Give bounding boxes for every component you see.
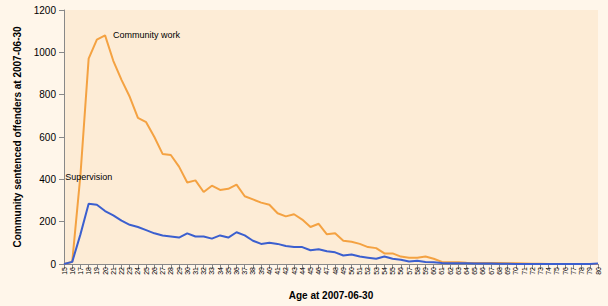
- svg-text:58: 58: [414, 267, 421, 275]
- svg-text:19: 19: [93, 267, 100, 275]
- svg-text:35: 35: [225, 267, 232, 275]
- svg-text:41: 41: [274, 267, 281, 275]
- svg-text:200: 200: [39, 216, 56, 227]
- svg-text:44: 44: [299, 267, 306, 275]
- svg-text:31: 31: [192, 267, 199, 275]
- svg-text:50: 50: [348, 267, 355, 275]
- svg-text:43: 43: [291, 267, 298, 275]
- svg-text:78: 78: [578, 267, 585, 275]
- svg-text:70: 70: [512, 267, 519, 275]
- svg-text:27: 27: [159, 267, 166, 275]
- svg-text:77: 77: [570, 267, 577, 275]
- svg-text:24: 24: [134, 267, 141, 275]
- svg-text:56: 56: [397, 267, 404, 275]
- svg-text:18: 18: [85, 267, 92, 275]
- svg-text:79: 79: [586, 267, 593, 275]
- svg-text:40: 40: [266, 267, 273, 275]
- svg-text:64: 64: [463, 267, 470, 275]
- svg-text:48: 48: [332, 267, 339, 275]
- svg-text:Community work: Community work: [113, 30, 181, 40]
- svg-text:76: 76: [562, 267, 569, 275]
- svg-text:20: 20: [102, 267, 109, 275]
- svg-text:38: 38: [249, 267, 256, 275]
- svg-text:21: 21: [110, 267, 117, 275]
- svg-text:28: 28: [167, 267, 174, 275]
- svg-text:69: 69: [504, 267, 511, 275]
- svg-text:34: 34: [217, 267, 224, 275]
- svg-text:66: 66: [479, 267, 486, 275]
- svg-text:16: 16: [69, 267, 76, 275]
- svg-text:Community sentenced offenders: Community sentenced offenders at 2007-06…: [12, 26, 23, 248]
- svg-text:57: 57: [406, 267, 413, 275]
- svg-text:71: 71: [521, 267, 528, 275]
- svg-text:15: 15: [61, 267, 68, 275]
- svg-text:73: 73: [537, 267, 544, 275]
- svg-text:1000: 1000: [34, 47, 57, 58]
- svg-text:60: 60: [430, 267, 437, 275]
- svg-text:53: 53: [373, 267, 380, 275]
- svg-text:800: 800: [39, 89, 56, 100]
- svg-text:33: 33: [208, 267, 215, 275]
- svg-text:29: 29: [176, 267, 183, 275]
- svg-text:23: 23: [126, 267, 133, 275]
- svg-text:55: 55: [389, 267, 396, 275]
- svg-text:1200: 1200: [34, 5, 57, 16]
- svg-text:600: 600: [39, 132, 56, 143]
- svg-text:30: 30: [184, 267, 191, 275]
- svg-text:Age at 2007-06-30: Age at 2007-06-30: [289, 290, 374, 301]
- svg-text:46: 46: [315, 267, 322, 275]
- svg-text:62: 62: [447, 267, 454, 275]
- svg-text:36: 36: [233, 267, 240, 275]
- svg-text:42: 42: [282, 267, 289, 275]
- svg-text:17: 17: [77, 267, 84, 275]
- svg-text:68: 68: [496, 267, 503, 275]
- svg-text:47: 47: [323, 267, 330, 275]
- svg-text:54: 54: [381, 267, 388, 275]
- svg-text:Supervision: Supervision: [65, 172, 112, 182]
- svg-text:63: 63: [455, 267, 462, 275]
- svg-text:0: 0: [50, 259, 56, 270]
- svg-text:400: 400: [39, 174, 56, 185]
- svg-text:37: 37: [241, 267, 248, 275]
- svg-text:61: 61: [438, 267, 445, 275]
- svg-text:49: 49: [340, 267, 347, 275]
- svg-text:32: 32: [200, 267, 207, 275]
- svg-text:72: 72: [529, 267, 536, 275]
- svg-text:59: 59: [422, 267, 429, 275]
- svg-text:26: 26: [151, 267, 158, 275]
- svg-text:52: 52: [364, 267, 371, 275]
- svg-text:74: 74: [545, 267, 552, 275]
- svg-text:67: 67: [488, 267, 495, 275]
- svg-text:80: 80: [595, 267, 602, 275]
- svg-text:45: 45: [307, 267, 314, 275]
- svg-text:75: 75: [553, 267, 560, 275]
- svg-text:25: 25: [143, 267, 150, 275]
- svg-text:51: 51: [356, 267, 363, 275]
- svg-text:22: 22: [118, 267, 125, 275]
- svg-text:39: 39: [258, 267, 265, 275]
- svg-text:65: 65: [471, 267, 478, 275]
